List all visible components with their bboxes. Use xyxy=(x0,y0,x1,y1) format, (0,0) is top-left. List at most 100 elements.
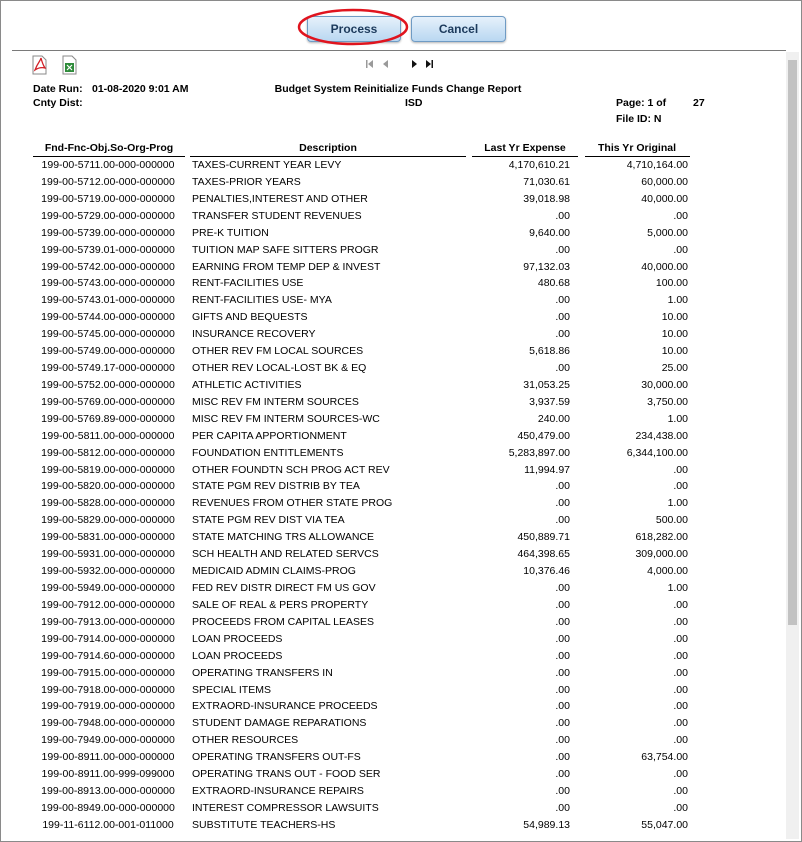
column-header: Description xyxy=(299,142,357,154)
file-id: File ID: N xyxy=(616,113,662,125)
last-yr-expense: .00 xyxy=(555,717,570,730)
description: PENALTIES,INTEREST AND OTHER xyxy=(192,192,368,205)
account-code: 199-00-5932.00-000-000000 xyxy=(41,565,175,578)
description: LOAN PROCEEDS xyxy=(192,649,283,662)
column-underline xyxy=(190,156,466,157)
account-code: 199-00-8911.00-000-000000 xyxy=(41,751,175,764)
account-code: 199-00-5712.00-000-000000 xyxy=(41,175,175,188)
this-yr-original: .00 xyxy=(673,209,688,222)
description: TAXES-PRIOR YEARS xyxy=(192,175,301,188)
description: STATE PGM REV DIST VIA TEA xyxy=(192,514,345,527)
account-code: 199-00-5745.00-000-000000 xyxy=(41,328,175,341)
this-yr-original: .00 xyxy=(673,683,688,696)
account-code: 199-00-8949.00-000-000000 xyxy=(41,801,175,814)
last-yr-expense: 3,937.59 xyxy=(529,395,570,408)
next-page[interactable] xyxy=(412,60,417,68)
account-code: 199-00-5739.00-000-000000 xyxy=(41,226,175,239)
this-yr-original: 10.00 xyxy=(661,328,688,341)
description: OPERATING TRANS OUT - FOOD SER xyxy=(192,768,381,781)
description: STATE PGM REV DISTRIB BY TEA xyxy=(192,480,360,493)
account-code: 199-00-5831.00-000-000000 xyxy=(41,531,175,544)
account-code: 199-00-7912.00-000-000000 xyxy=(41,598,175,611)
account-code: 199-00-5819.00-000-000000 xyxy=(41,463,175,476)
this-yr-original: 63,754.00 xyxy=(641,751,688,764)
this-yr-original: .00 xyxy=(673,700,688,713)
description: OTHER REV LOCAL-LOST BK & EQ xyxy=(192,362,367,375)
account-code: 199-00-5749.17-000-000000 xyxy=(41,362,175,375)
this-yr-original: .00 xyxy=(673,615,688,628)
description: LOAN PROCEEDS xyxy=(192,632,283,645)
last-yr-expense: 9,640.00 xyxy=(529,226,570,239)
process-button[interactable]: Process xyxy=(307,16,401,42)
last-yr-expense: 480.68 xyxy=(537,277,570,290)
this-yr-original: .00 xyxy=(673,717,688,730)
last-yr-expense: .00 xyxy=(555,649,570,662)
this-yr-original: 3,750.00 xyxy=(647,395,688,408)
account-code: 199-00-7918.00-000-000000 xyxy=(41,683,175,696)
this-yr-original: .00 xyxy=(673,649,688,662)
last-yr-expense: 71,030.61 xyxy=(523,175,570,188)
this-yr-original: 4,710,164.00 xyxy=(626,159,688,171)
last-yr-expense: .00 xyxy=(555,514,570,527)
account-code: 199-00-5742.00-000-000000 xyxy=(41,260,175,273)
this-yr-original: 500.00 xyxy=(655,514,688,527)
last-yr-expense: .00 xyxy=(555,734,570,747)
scrollbar[interactable] xyxy=(786,52,799,839)
account-code: 199-00-8913.00-000-000000 xyxy=(41,785,175,798)
this-yr-original: .00 xyxy=(673,734,688,747)
pdf-icon[interactable] xyxy=(32,55,47,75)
last-yr-expense: 97,132.03 xyxy=(523,260,570,273)
description: FOUNDATION ENTITLEMENTS xyxy=(192,446,344,459)
column-underline xyxy=(585,156,690,157)
description: PROCEEDS FROM CAPITAL LEASES xyxy=(192,615,375,628)
cancel-button[interactable]: Cancel xyxy=(411,16,506,42)
previous-page[interactable] xyxy=(383,60,388,68)
last-yr-expense: 450,889.71 xyxy=(517,531,570,544)
excel-icon[interactable] xyxy=(62,55,77,75)
this-yr-original: .00 xyxy=(673,598,688,611)
first-page[interactable] xyxy=(366,60,368,68)
last-yr-expense: 31,053.25 xyxy=(523,378,570,391)
account-code: 199-00-5739.01-000-000000 xyxy=(41,243,175,256)
scrollbar-thumb[interactable] xyxy=(788,60,797,625)
last-yr-expense: 5,618.86 xyxy=(529,345,570,358)
description: OTHER RESOURCES xyxy=(192,734,299,747)
description: EARNING FROM TEMP DEP & INVEST xyxy=(192,260,381,273)
description: RENT-FACILITIES USE- MYA xyxy=(192,294,332,307)
account-code: 199-00-7949.00-000-000000 xyxy=(41,734,175,747)
this-yr-original: 40,000.00 xyxy=(641,192,688,205)
account-code: 199-00-5749.00-000-000000 xyxy=(41,345,175,358)
page-label: Page: 1 of xyxy=(616,97,667,109)
last-yr-expense: 464,398.65 xyxy=(517,548,570,561)
column-underline xyxy=(472,156,578,157)
description: SALE OF REAL & PERS PROPERTY xyxy=(192,598,369,611)
column-header: Fnd-Fnc-Obj.So-Org-Prog xyxy=(44,142,174,154)
description: EXTRAORD-INSURANCE REPAIRS xyxy=(192,785,364,798)
last-yr-expense: .00 xyxy=(555,328,570,341)
description: TUITION MAP SAFE SITTERS PROGR xyxy=(192,243,379,256)
account-code: 199-00-5752.00-000-000000 xyxy=(41,378,175,391)
account-code: 199-00-7915.00-000-000000 xyxy=(41,666,175,679)
description: RENT-FACILITIES USE xyxy=(192,277,304,290)
this-yr-original: .00 xyxy=(673,801,688,814)
report-title: Budget System Reinitialize Funds Change … xyxy=(274,83,522,95)
account-code: 199-00-5743.01-000-000000 xyxy=(41,294,175,307)
account-code: 199-00-8911.00-999-099000 xyxy=(41,768,175,781)
district: ISD xyxy=(405,97,423,109)
account-code: 199-00-5743.00-000-000000 xyxy=(41,277,175,290)
this-yr-original: 4,000.00 xyxy=(647,565,688,578)
last-yr-expense: 11,994.97 xyxy=(524,463,570,476)
page-navigation xyxy=(366,60,433,68)
last-page[interactable] xyxy=(426,60,431,68)
this-yr-original: .00 xyxy=(673,785,688,798)
description: SPECIAL ITEMS xyxy=(192,683,271,696)
account-code: 199-00-5931.00-000-000000 xyxy=(41,548,175,561)
account-code: 199-00-7914.60-000-000000 xyxy=(41,649,175,662)
this-yr-original: 10.00 xyxy=(661,311,688,324)
this-yr-original: 234,438.00 xyxy=(635,429,688,442)
account-code: 199-00-5949.00-000-000000 xyxy=(41,582,175,594)
this-yr-original: 30,000.00 xyxy=(641,378,688,391)
account-code: 199-00-5719.00-000-000000 xyxy=(41,192,175,205)
account-code: 199-00-5820.00-000-000000 xyxy=(41,480,175,493)
